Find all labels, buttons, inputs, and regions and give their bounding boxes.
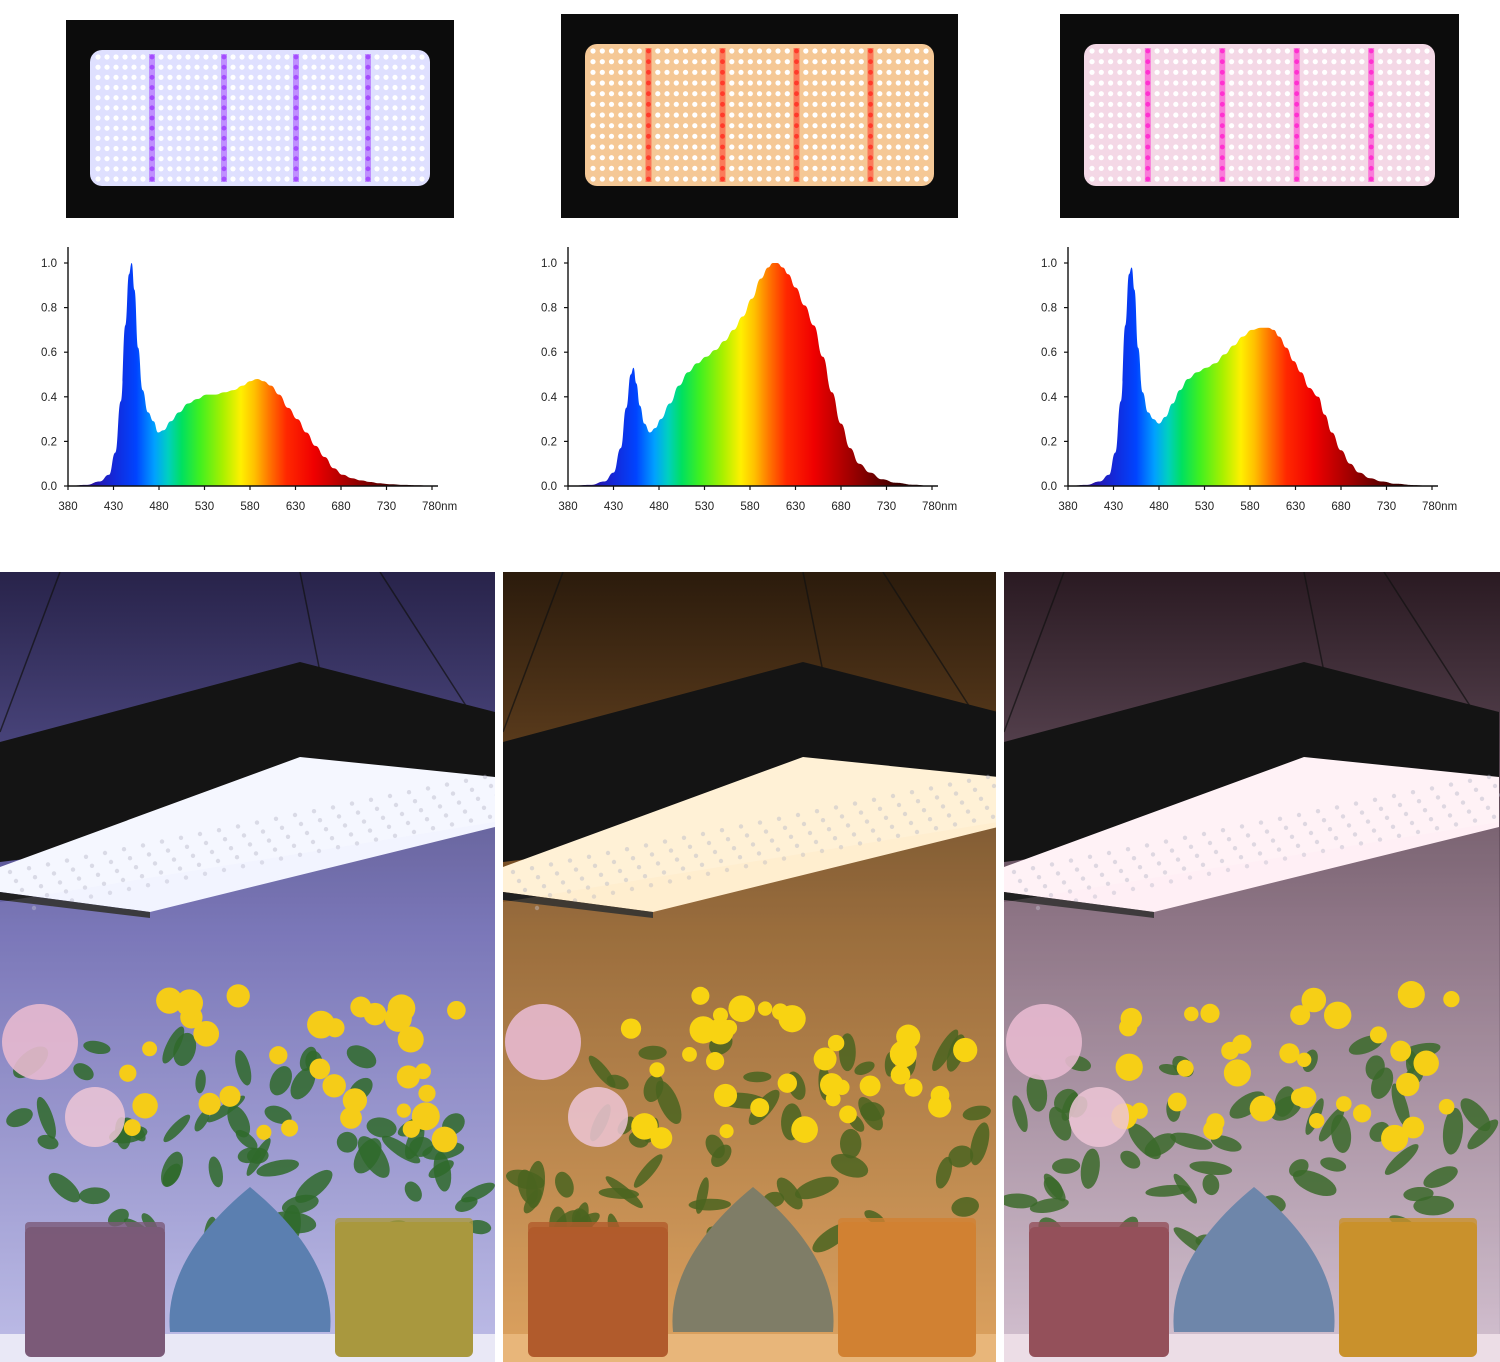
flowers (1111, 981, 1460, 1152)
x-tick-label: 780nm (1422, 501, 1457, 513)
y-tick-label: 0.2 (1041, 436, 1057, 448)
spectrum-chart-full-spectrum-svg: 0.0 0.2 0.4 0.6 0.8 1.0 380 430 480 530 580 630 680 7… (1041, 247, 1457, 513)
spectrum-chart-warm-svg: 0.0 0.2 0.4 0.6 0.8 1.0 380 430 480 530 580 630 680 7… (541, 247, 957, 513)
led-grid (95, 54, 425, 182)
photo-full-spectrum-light (1004, 572, 1500, 1362)
x-tick-label: 530 (695, 501, 714, 513)
y-tick-label: 0.2 (541, 436, 557, 448)
left-pot (528, 1227, 668, 1357)
x-tick-label: 630 (286, 501, 305, 513)
rose-flower (1069, 1087, 1129, 1147)
x-tick-label: 580 (740, 501, 759, 513)
spectrum-chart-full-spectrum: 0.0 0.2 0.4 0.6 0.8 1.0 380 430 480 530 580 630 680 7… (1022, 238, 1462, 523)
right-pot (838, 1222, 976, 1357)
y-tick-label: 0.8 (41, 303, 57, 315)
x-tick-label: 730 (1377, 501, 1396, 513)
left-pot (1029, 1227, 1169, 1357)
y-tick-label: 0.4 (541, 392, 558, 404)
x-tick-label: 780nm (422, 501, 457, 513)
right-pot (335, 1222, 473, 1357)
y-tick-label: 0.4 (41, 392, 58, 404)
x-tick-label: 580 (240, 501, 259, 513)
x-tick-label: 380 (558, 501, 577, 513)
y-tick-label: 0.6 (1041, 347, 1057, 359)
photo-warm-light (503, 572, 996, 1362)
x-tick-label: 730 (377, 501, 396, 513)
hanging-wires (0, 572, 471, 733)
x-tick-label: 580 (1240, 501, 1259, 513)
led-dots (1011, 774, 1500, 911)
y-tick-label: 0.0 (41, 481, 57, 493)
rose-flower (1006, 1004, 1082, 1080)
x-tick-label: 780nm (922, 501, 957, 513)
right-pot (1339, 1222, 1477, 1357)
photo-warm-light-scene (503, 572, 996, 1362)
photo-full-spectrum-light-scene (1004, 572, 1500, 1362)
y-tick-label: 0.4 (1041, 392, 1058, 404)
y-tick-label: 0.0 (541, 481, 557, 493)
center-vase (169, 1187, 331, 1332)
x-tick-label: 730 (877, 501, 896, 513)
led-panel-warm-icon (561, 14, 958, 218)
spectrum-chart-white: 0.0 0.2 0.4 0.6 0.8 1.0 380 430 480 530 580 630 680 7… (22, 238, 462, 523)
x-tick-label: 380 (58, 501, 77, 513)
rose-flower (505, 1004, 581, 1080)
x-tick-label: 530 (1195, 501, 1214, 513)
y-tick-label: 0.8 (541, 303, 557, 315)
rose-flower (2, 1004, 78, 1080)
center-vase (672, 1187, 834, 1332)
led-panel-warm-image (561, 14, 958, 218)
led-panel-white-image (66, 20, 454, 218)
led-grid (590, 48, 929, 182)
y-tick-label: 0.2 (41, 436, 57, 448)
spectrum-chart-white-svg: 0.0 0.2 0.4 0.6 0.8 1.0 380 430 480 530 580 630 680 7… (41, 247, 457, 513)
center-vase (1173, 1187, 1335, 1332)
x-tick-label: 480 (649, 501, 668, 513)
fixture-light-surface (0, 757, 495, 912)
x-tick-label: 480 (149, 501, 168, 513)
led-panel-full-spectrum-icon (1060, 14, 1459, 218)
spectrum-area (568, 263, 932, 486)
x-tick-label: 430 (604, 501, 623, 513)
x-tick-label: 480 (1149, 501, 1168, 513)
fixture-light-surface (1004, 757, 1499, 912)
flowers (620, 986, 978, 1149)
spectrum-area (1068, 267, 1432, 486)
led-panel-white-icon (66, 20, 454, 218)
hanging-wires (1004, 572, 1475, 733)
x-tick-label: 530 (195, 501, 214, 513)
x-tick-label: 680 (1331, 501, 1350, 513)
y-tick-label: 0.0 (1041, 481, 1057, 493)
x-tick-label: 630 (1286, 501, 1305, 513)
x-tick-label: 680 (831, 501, 850, 513)
y-tick-label: 0.6 (541, 347, 557, 359)
left-pot (25, 1227, 165, 1357)
x-tick-label: 630 (786, 501, 805, 513)
x-tick-label: 380 (1058, 501, 1077, 513)
photo-white-light (0, 572, 495, 1362)
led-grid (1089, 48, 1430, 182)
y-tick-label: 1.0 (1041, 258, 1057, 270)
spectrum-area (68, 263, 432, 486)
flowers (119, 984, 466, 1153)
led-panel-full-spectrum-image (1060, 14, 1459, 218)
hanging-wires (503, 572, 974, 733)
x-tick-label: 680 (331, 501, 350, 513)
fixture-light-surface (503, 757, 996, 912)
y-tick-label: 0.6 (41, 347, 57, 359)
rose-flower (65, 1087, 125, 1147)
x-tick-label: 430 (1104, 501, 1123, 513)
x-tick-label: 430 (104, 501, 123, 513)
photo-white-light-scene (0, 572, 495, 1362)
y-tick-label: 0.8 (1041, 303, 1057, 315)
spectrum-chart-warm: 0.0 0.2 0.4 0.6 0.8 1.0 380 430 480 530 580 630 680 7… (522, 238, 962, 523)
rose-flower (568, 1087, 628, 1147)
led-dots (7, 774, 495, 911)
y-tick-label: 1.0 (541, 258, 557, 270)
led-dots (510, 774, 996, 911)
y-tick-label: 1.0 (41, 258, 57, 270)
